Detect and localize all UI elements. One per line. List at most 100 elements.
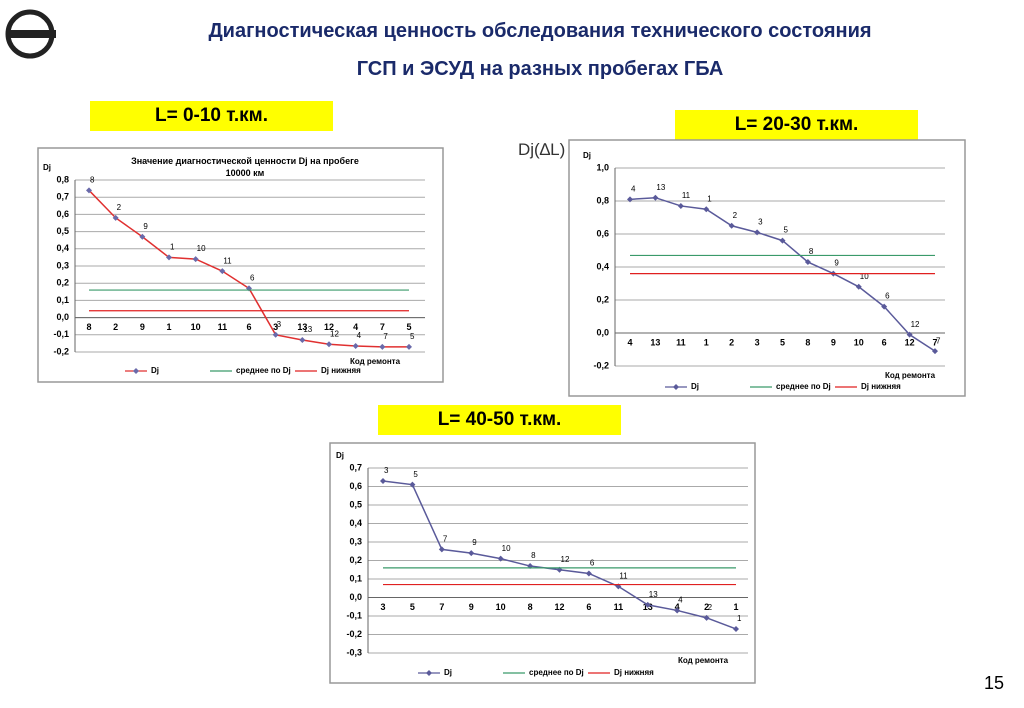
x-tick-label: 9 [469,602,474,612]
point-label: 7 [443,535,448,544]
legend-label: Dj нижняя [614,668,654,677]
x-tick-label: 12 [324,322,334,332]
range-label: L= 40-50 т.км. [378,405,621,435]
y-tick-label: 0,2 [596,294,609,304]
point-marker [804,259,811,266]
point-label: 12 [330,329,339,338]
x-tick-label: 13 [650,337,660,347]
x-tick-label: 11 [614,602,624,612]
x-tick-label: 10 [191,322,201,332]
point-marker [627,196,633,203]
y-tick-label: 0,7 [349,462,362,472]
point-label: 7 [383,332,388,341]
point-marker [438,546,445,553]
x-tick-label: 1 [733,602,738,612]
legend-label: среднее по Dj [776,382,831,391]
legend-label: среднее по Dj [236,366,291,375]
y-tick-label: 0,5 [349,499,362,509]
chart-frame [37,147,444,383]
y-tick-label: -0,2 [53,346,69,356]
point-marker [352,342,359,349]
x-axis-label: Код ремонта [885,371,936,380]
x-tick-label: 9 [831,337,836,347]
y-tick-label: 0,2 [349,555,362,565]
y-tick-label: 0,0 [56,312,69,322]
point-label: 13 [656,183,665,192]
y-tick-label: 0,2 [56,278,69,288]
legend-label: Dj [444,668,452,677]
point-label: 2 [708,603,713,612]
x-tick-label: 7 [439,602,444,612]
point-label: 10 [197,244,206,253]
point-label: 4 [357,331,362,340]
y-tick-label: 0,0 [596,327,609,337]
x-tick-label: 5 [410,602,415,612]
x-tick-label: 6 [246,322,251,332]
y-tick-label: 0,3 [349,536,362,546]
slide-title: ГСП и ЭСУД на разных пробегах ГБА [356,58,724,80]
y-tick-label: -0,2 [593,360,609,370]
y-tick-label: 0,6 [56,209,69,219]
legend-marker [426,670,432,676]
x-tick-label: 10 [496,602,506,612]
x-axis-label: Код ремонта [678,656,729,665]
point-label: 5 [410,332,415,341]
y-axis-label: Dj [43,163,51,172]
chart-frame [568,139,966,397]
x-tick-label: 4 [627,337,632,347]
x-tick-label: 7 [932,337,937,347]
chart-title: Значение диагностической ценности Dj на … [131,156,359,178]
point-marker [497,555,504,562]
point-label: 8 [531,551,536,560]
point-marker [326,341,332,348]
point-marker [192,256,199,263]
y-axis-label: Dj [336,451,344,460]
point-marker [881,303,888,310]
page-number: 15 [984,673,1005,693]
point-marker [674,607,681,614]
point-marker [932,348,938,355]
point-label: 2 [733,211,738,220]
x-tick-label: 8 [805,337,810,347]
x-tick-label: 11 [676,337,686,347]
range-label: L= 20-30 т.км. [675,110,918,140]
y-tick-label: 0,3 [56,260,69,270]
legend-label: Dj [151,366,159,375]
point-marker [733,625,739,632]
x-tick-label: 4 [675,602,680,612]
range-label: L= 0-10 т.км. [90,101,333,131]
point-marker [468,550,475,557]
point-label: 6 [250,273,255,282]
point-marker [406,343,412,350]
point-marker [86,187,92,194]
slide-title: Диагностическая ценность обследования те… [208,20,872,42]
point-label: 6 [590,559,595,568]
x-tick-label: 5 [406,322,411,332]
point-label: 9 [834,259,839,268]
y-tick-label: 0,1 [56,295,69,305]
point-marker [139,233,146,240]
point-label: 7 [936,336,941,345]
x-tick-label: 6 [586,602,591,612]
point-marker [409,481,416,488]
point-label: 11 [682,191,691,200]
legend-label: Dj нижняя [861,382,901,391]
point-marker [703,614,710,621]
point-label: 1 [737,614,742,623]
x-tick-label: 6 [882,337,887,347]
x-tick-label: 1 [166,322,171,332]
point-label: 12 [911,320,920,329]
x-tick-label: 8 [528,602,533,612]
point-label: 5 [784,226,789,235]
point-label: 11 [619,572,628,581]
point-marker [112,214,119,221]
point-marker [272,331,279,338]
y-tick-label: 0,8 [596,195,609,205]
y-tick-label: 0,0 [349,592,362,602]
point-marker [906,331,913,338]
point-marker [728,222,735,229]
point-marker [677,202,684,209]
x-tick-label: 11 [218,322,228,332]
